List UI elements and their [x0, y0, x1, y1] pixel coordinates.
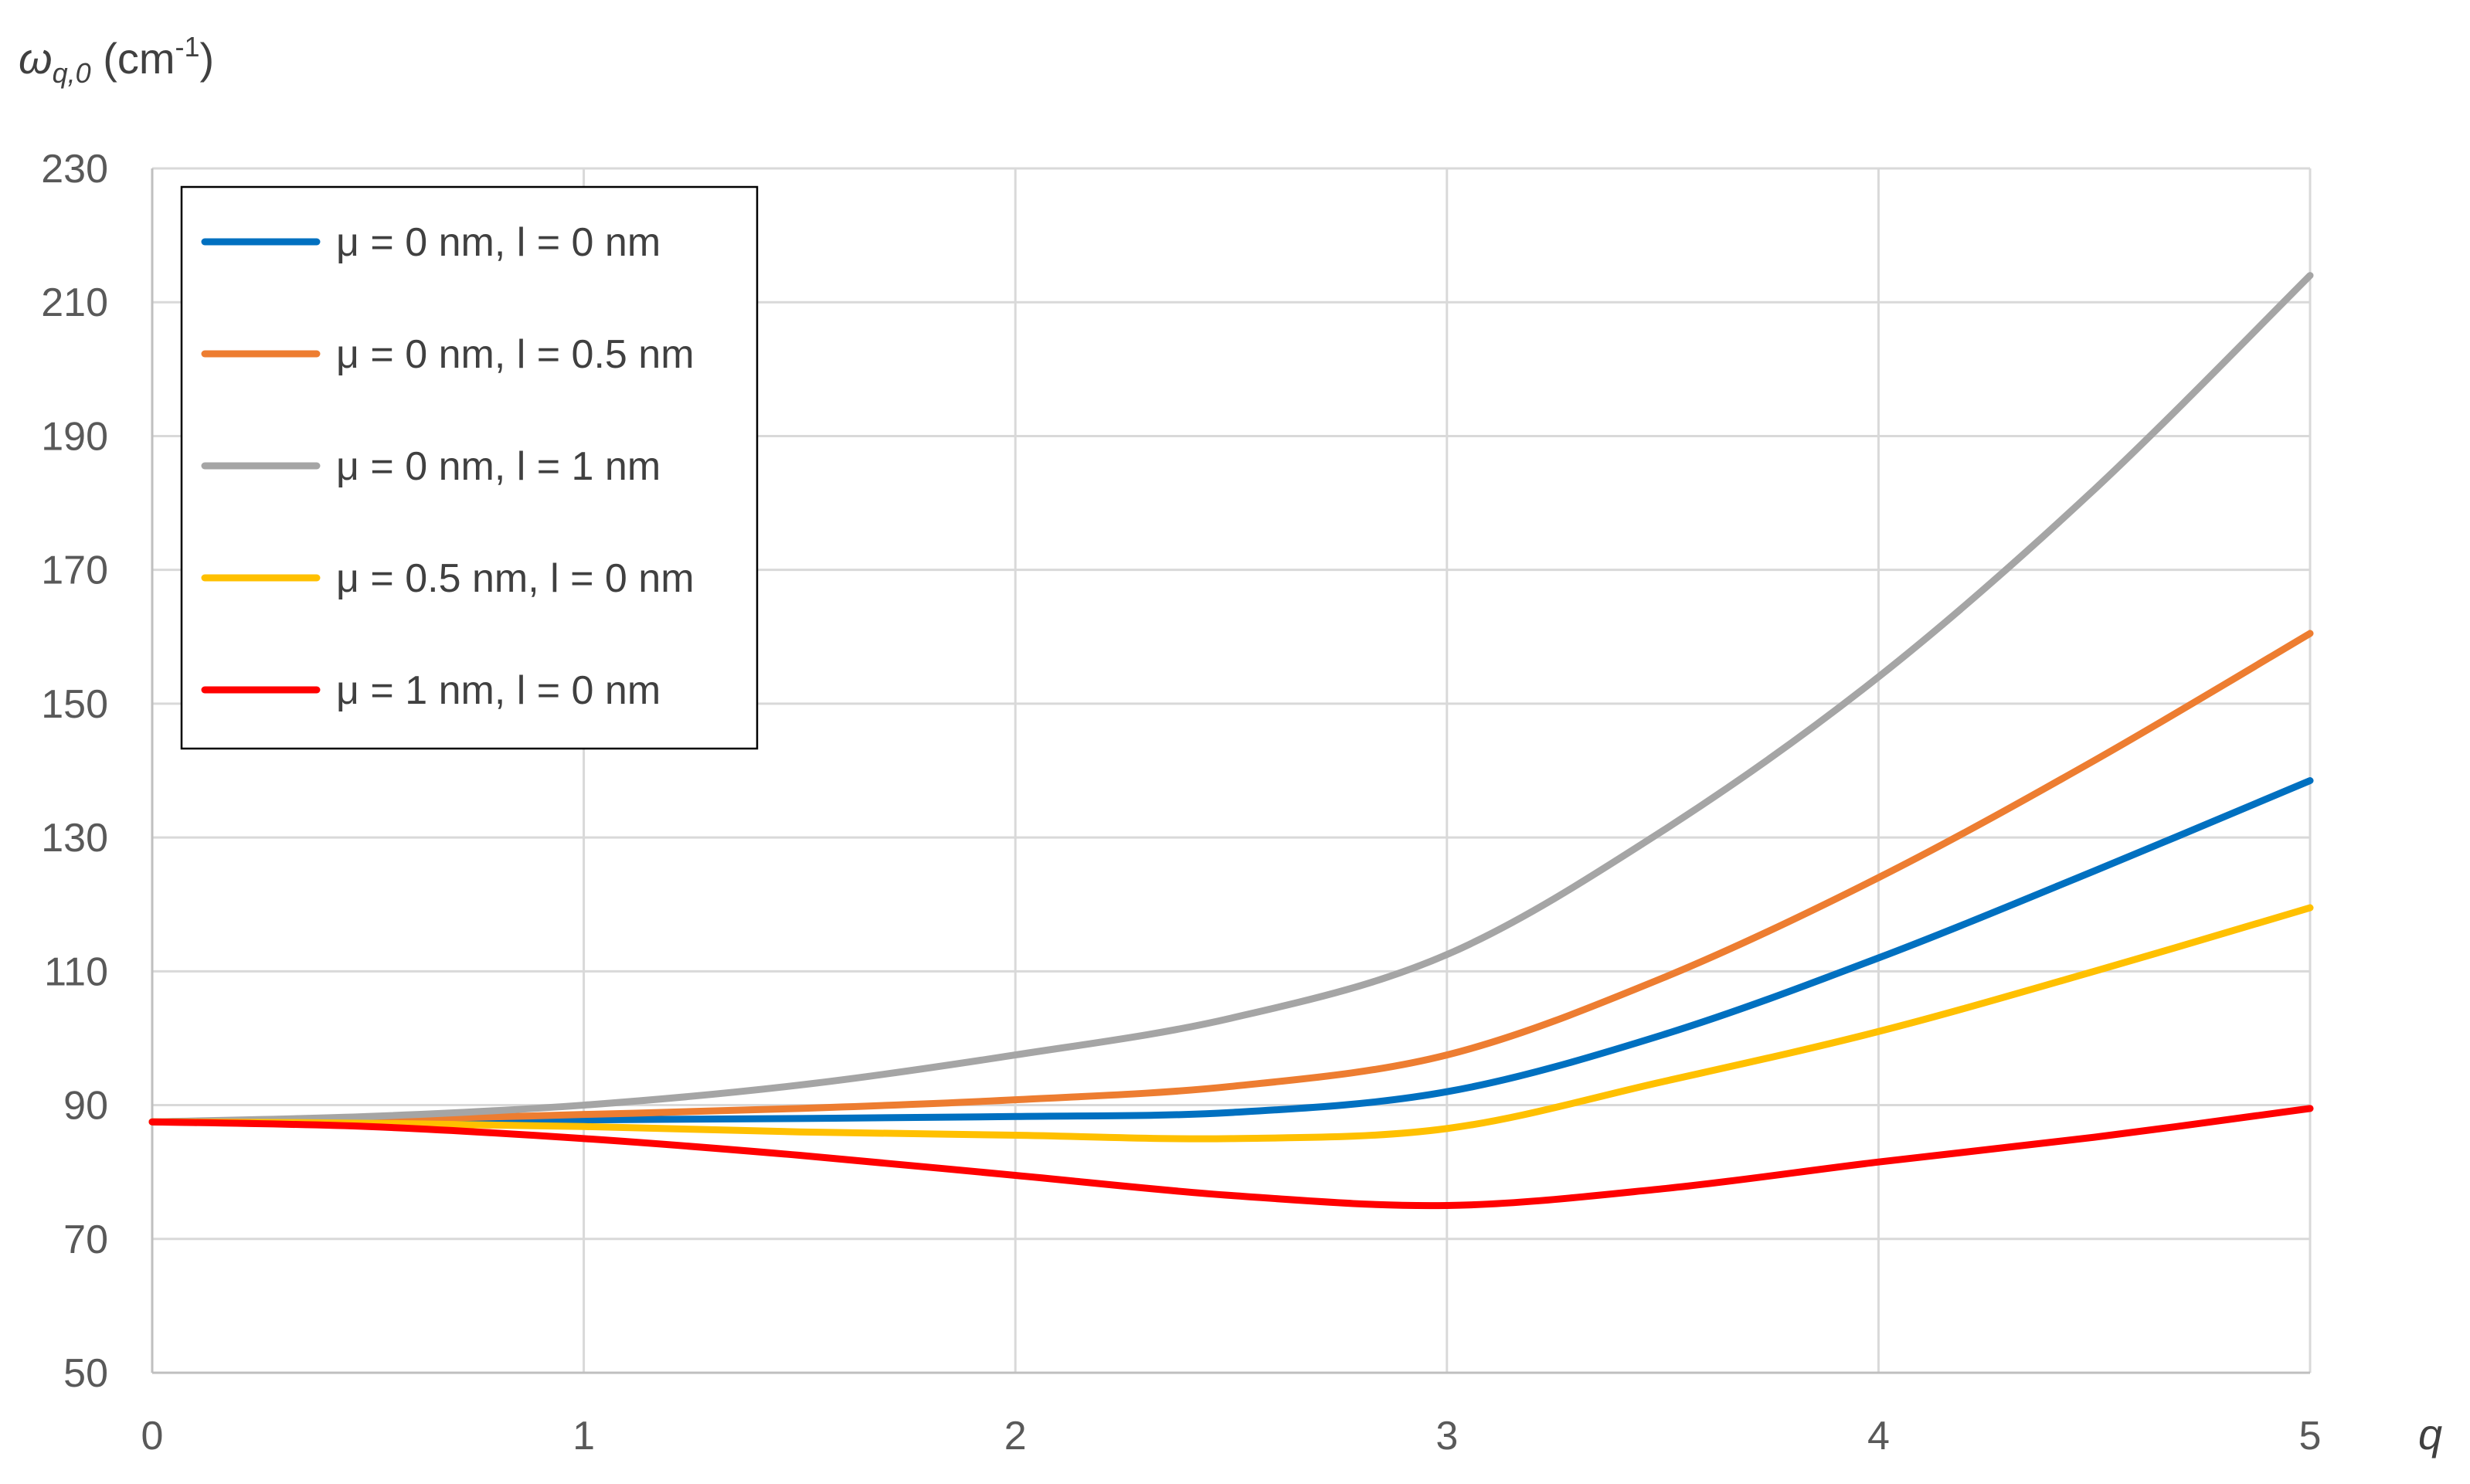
legend-item: μ = 0 nm, l = 0.5 nm [201, 332, 695, 377]
y-axis-label-unit-sup: -1 [175, 31, 200, 63]
x-tick-label: 3 [1435, 1414, 1458, 1459]
y-axis-label-unit-close: ) [200, 34, 215, 83]
legend-item: μ = 0.5 nm, l = 0 nm [201, 556, 695, 601]
y-tick-label: 130 [41, 816, 108, 861]
y-axis-label-subscript: q,0 [53, 57, 91, 89]
series-line-1 [148, 776, 2314, 1126]
series-line-3 [148, 272, 2314, 1126]
x-tick-label: 5 [2299, 1414, 2322, 1459]
y-tick-label: 170 [41, 548, 108, 593]
y-tick-label: 150 [41, 682, 108, 727]
legend-label: μ = 0 nm, l = 0.5 nm [336, 332, 695, 377]
series-line-4 [148, 904, 2314, 1143]
y-tick-label: 90 [63, 1084, 108, 1129]
x-tick-label: 1 [572, 1414, 595, 1459]
legend-item: μ = 0 nm, l = 1 nm [201, 444, 661, 489]
y-tick-label: 230 [41, 147, 108, 192]
legend-item: μ = 0 nm, l = 0 nm [201, 220, 661, 265]
y-tick-label: 50 [63, 1351, 108, 1396]
x-tick-label: 0 [141, 1414, 164, 1459]
y-tick-label: 110 [44, 949, 108, 994]
y-tick-label: 190 [41, 414, 108, 459]
legend-item: μ = 1 nm, l = 0 nm [201, 668, 661, 713]
tick-labels: 50 70 90 110 130 150 170 190 210 230 0 1 2 3 4 5 [41, 147, 2321, 1459]
legend-label: μ = 1 nm, l = 0 nm [336, 668, 661, 713]
series-line-2 [148, 630, 2314, 1126]
y-axis-label: ωq,0 (cm-1) [19, 31, 214, 89]
y-axis-label-symbol: ω [19, 34, 53, 83]
legend-label: μ = 0.5 nm, l = 0 nm [336, 556, 695, 601]
legend-label: μ = 0 nm, l = 0 nm [336, 220, 661, 265]
x-axis-label: q [2418, 1410, 2442, 1459]
y-axis-label-unit-open: (cm [91, 34, 175, 83]
axes [151, 168, 2310, 1374]
legend-label: μ = 0 nm, l = 1 nm [336, 444, 661, 489]
y-tick-label: 70 [63, 1217, 108, 1262]
y-tick-label: 210 [41, 280, 108, 325]
legend: μ = 0 nm, l = 0 nm μ = 0 nm, l = 0.5 nm μ … [180, 185, 759, 750]
series-lines [148, 272, 2314, 1210]
series-line-5 [148, 1105, 2314, 1210]
x-tick-label: 4 [1867, 1414, 1890, 1459]
legend-items: μ = 0 nm, l = 0 nm μ = 0 nm, l = 0.5 nm μ … [201, 220, 695, 713]
x-tick-label: 2 [1004, 1414, 1027, 1459]
